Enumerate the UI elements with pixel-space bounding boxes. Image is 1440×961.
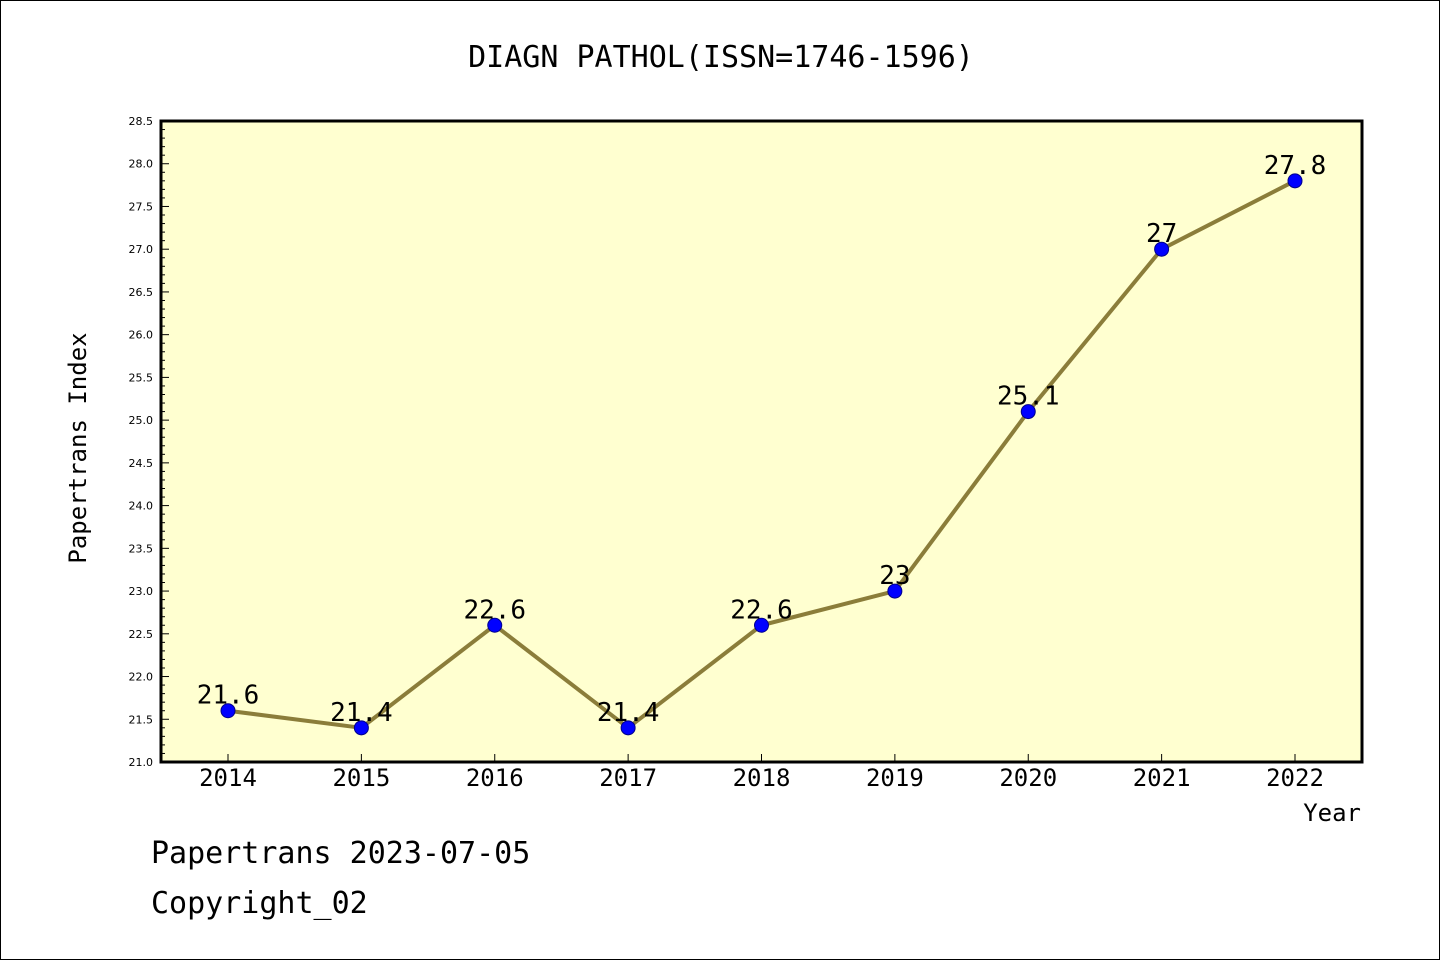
data-point	[1020, 404, 1036, 420]
y-tick-label: 23.0	[129, 585, 154, 598]
x-tick-label: 2015	[332, 764, 390, 792]
data-point	[887, 583, 903, 599]
data-point	[1154, 241, 1170, 257]
y-tick-label: 22.5	[129, 628, 154, 641]
chart-title: DIAGN PATHOL(ISSN=1746-1596)	[468, 40, 974, 75]
y-tick-label: 21.5	[129, 713, 154, 726]
x-tick-label: 2014	[199, 764, 257, 792]
y-tick-label: 25.0	[129, 414, 154, 427]
y-tick-label: 28.0	[129, 158, 154, 171]
data-point	[353, 720, 369, 736]
y-tick-label: 26.0	[129, 329, 154, 342]
plot-background	[161, 121, 1362, 762]
x-tick-label: 2022	[1266, 764, 1324, 792]
x-tick-label: 2018	[733, 764, 791, 792]
y-tick-label: 25.5	[129, 371, 154, 384]
y-tick-label: 24.0	[129, 500, 154, 513]
data-label: 23	[879, 561, 910, 591]
x-axis-label: Year	[1303, 799, 1361, 827]
x-tick-label: 2017	[599, 764, 657, 792]
data-point	[620, 720, 636, 736]
data-label: 21.4	[330, 698, 393, 728]
y-axis-label: Papertrans Index	[64, 332, 92, 563]
footer-copyright: Copyright_02	[151, 886, 368, 921]
data-label: 27.8	[1264, 151, 1327, 181]
data-label: 27	[1146, 219, 1177, 249]
y-tick-label: 27.0	[129, 243, 154, 256]
y-tick-label: 23.5	[129, 542, 154, 555]
data-label: 21.4	[597, 698, 660, 728]
data-label: 21.6	[197, 681, 260, 711]
y-tick-label: 26.5	[129, 286, 154, 299]
data-point	[487, 617, 503, 633]
data-point	[220, 703, 236, 719]
y-tick-label: 28.5	[129, 115, 154, 128]
data-label: 22.6	[463, 595, 526, 625]
data-label: 22.6	[730, 595, 793, 625]
data-point	[754, 617, 769, 633]
y-tick-label: 22.0	[129, 671, 154, 684]
x-tick-label: 2016	[466, 764, 524, 792]
plot-border	[159, 119, 1364, 764]
y-tick-label: 24.5	[129, 457, 154, 470]
y-tick-label: 27.5	[129, 200, 154, 213]
x-tick-label: 2021	[1133, 764, 1191, 792]
data-point	[1287, 173, 1303, 189]
y-tick-label: 21.0	[129, 756, 154, 769]
x-tick-label: 2020	[999, 764, 1057, 792]
x-tick-label: 2019	[866, 764, 924, 792]
footer-date: Papertrans 2023-07-05	[151, 836, 531, 871]
plot-area: 21.0 21.5 22.0 22.5 23.0 23.5 24.0 24.5 25.0 25.5…	[129, 115, 1364, 792]
data-label: 25.1	[997, 382, 1060, 412]
